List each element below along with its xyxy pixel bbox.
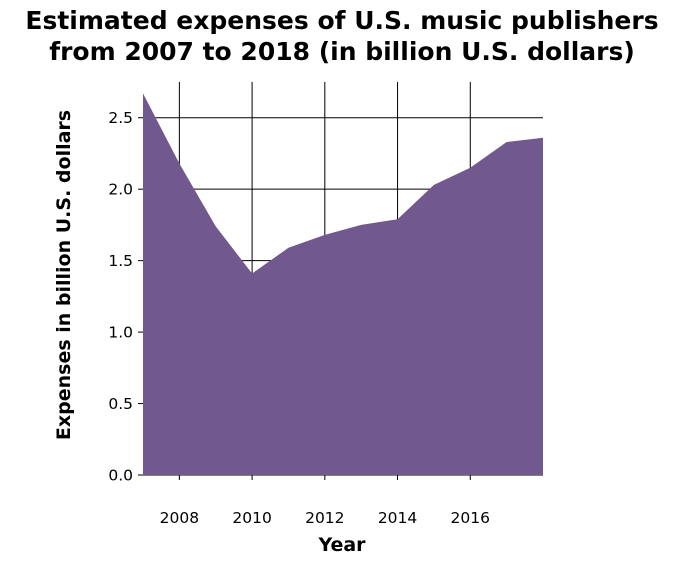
- y-tick-label-4: 2.0: [108, 181, 133, 199]
- y-tick-label-0: 0.0: [108, 467, 133, 485]
- y-tick-label-1: 0.5: [108, 395, 133, 413]
- x-tick-label-2016: 2016: [451, 509, 490, 527]
- x-axis-label: Year: [317, 534, 366, 556]
- y-tick-label-2: 1.0: [108, 324, 133, 342]
- ticks: [138, 117, 471, 480]
- chart-title-line-2: from 2007 to 2018 (in billion U.S. dolla…: [49, 37, 635, 66]
- y-axis-label: Expenses in billion U.S. dollars: [53, 110, 75, 440]
- y-tick-label-3: 1.5: [108, 252, 133, 270]
- chart-title-line-1: Estimated expenses of U.S. music publish…: [25, 6, 658, 35]
- series-area: [143, 93, 543, 475]
- x-tick-label-2008: 2008: [160, 509, 199, 527]
- x-tick-label-2014: 2014: [378, 509, 417, 527]
- y-tick-labels: 0.0 0.5 1.0 1.5 2.0 2.5: [108, 109, 133, 484]
- x-tick-label-2012: 2012: [305, 509, 344, 527]
- x-tick-labels: 2008 2010 2012 2014 2016: [160, 509, 490, 527]
- plot-area: [138, 82, 543, 480]
- x-tick-label-2010: 2010: [232, 509, 271, 527]
- y-tick-label-5: 2.5: [108, 109, 133, 127]
